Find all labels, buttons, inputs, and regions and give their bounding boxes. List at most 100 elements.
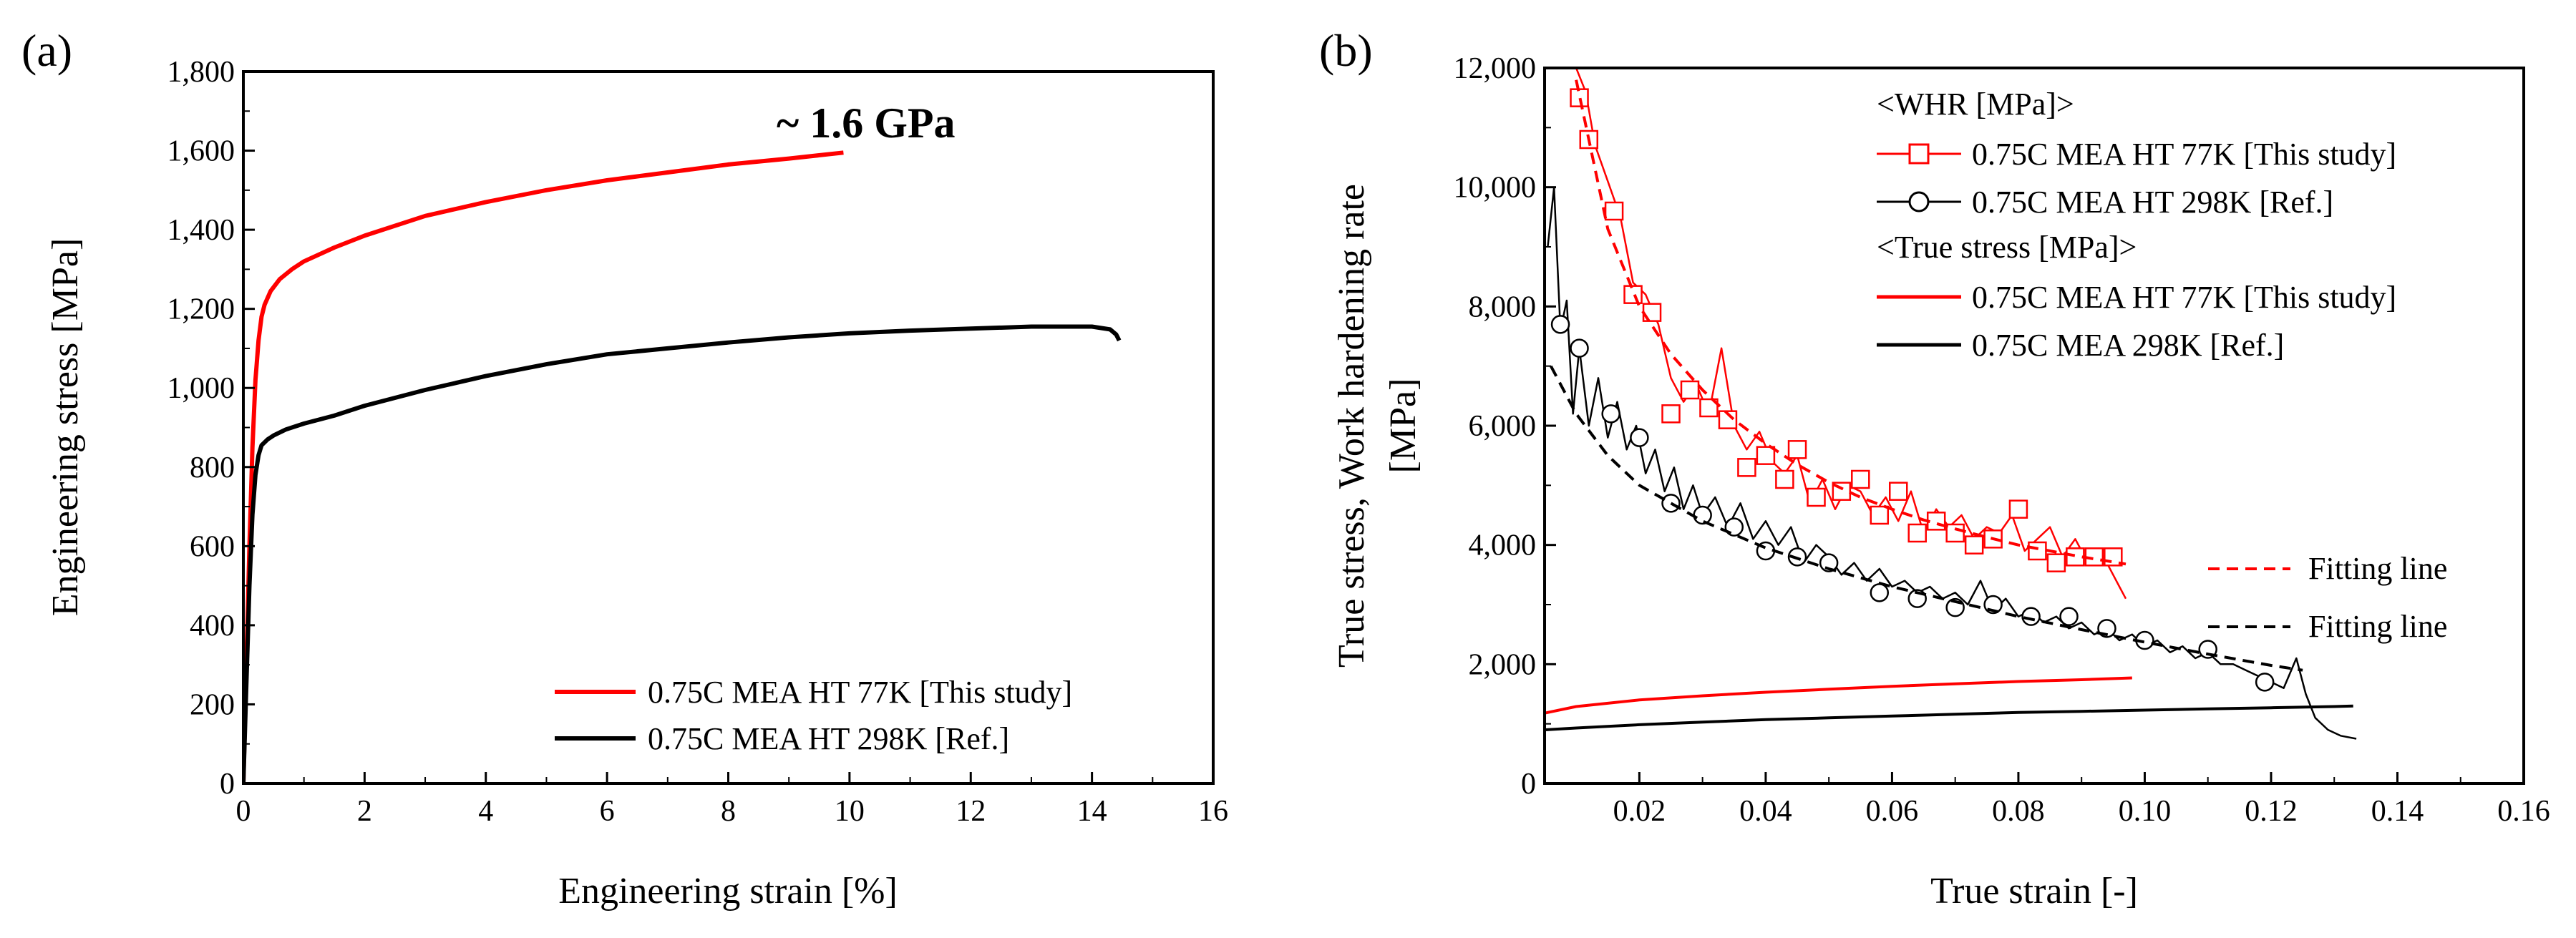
data-marker-square <box>2066 547 2085 567</box>
data-marker-circle <box>1819 553 1839 572</box>
data-marker-square <box>1680 380 1700 400</box>
panel-b-y-axis-title-line1: True stress, Work hardening rate <box>1331 184 1372 668</box>
data-marker-circle <box>2255 673 2275 692</box>
data-marker-square <box>2008 499 2028 519</box>
y-tick-label: 1,000 <box>167 372 235 405</box>
legend-b-stress-header: <True stress [MPa]> <box>1877 230 2137 265</box>
data-marker-square <box>1604 201 1624 221</box>
y-tick-label: 1,400 <box>167 214 235 247</box>
legend-b-whr-77k-label: 0.75C MEA HT 77K [This study] <box>1972 137 2396 172</box>
y-tick-label: 4,000 <box>1469 529 1537 562</box>
panel-b-x-axis-title: True strain [-] <box>1930 871 2138 912</box>
panel-b-x-ticks: 0.02 0.04 0.06 0.08 0.10 0.12 0.14 0.16 <box>1613 772 2550 828</box>
data-marker-square <box>1964 535 1984 555</box>
series-line-2 <box>1545 676 2132 715</box>
y-tick-label: 10,000 <box>1454 172 1537 205</box>
panel-a-y-axis-title: Engineering stress [MPa] <box>45 238 86 617</box>
y-tick-label: 8,000 <box>1469 290 1537 323</box>
panel-b-label: (b) <box>1319 25 1373 76</box>
y-tick-label: 0 <box>1521 768 1536 801</box>
legend-b-fit-77k-label: Fitting line <box>2308 551 2447 586</box>
x-tick-label: 0.16 <box>2497 795 2550 828</box>
x-tick-label: 0.02 <box>1613 795 1666 828</box>
data-marker-square <box>1756 446 1776 465</box>
y-tick-label: 1,200 <box>167 293 235 326</box>
data-marker-square <box>1570 88 1589 107</box>
data-marker-circle <box>1693 505 1712 525</box>
data-marker-circle <box>1661 494 1681 513</box>
data-marker-square <box>2028 541 2047 561</box>
data-marker-square <box>1807 487 1826 507</box>
x-tick-label: 14 <box>1077 795 1107 828</box>
x-tick-label: 0.04 <box>1739 795 1792 828</box>
panel-b-y-axis-title-line2: [MPa] <box>1383 378 1424 474</box>
series-line-3 <box>1545 704 2353 731</box>
legend-b-whr-header: <WHR [MPa]> <box>1877 87 2074 122</box>
legend-a-77k-label: 0.75C MEA HT 77K [This study] <box>648 675 1072 710</box>
peak-stress-annotation: ~ 1.6 GPa <box>777 99 956 147</box>
data-marker-circle <box>1870 583 1890 602</box>
data-marker-circle <box>2059 607 2079 626</box>
data-marker-circle <box>1570 338 1589 358</box>
x-tick-label: 4 <box>478 795 493 828</box>
data-marker-square <box>1775 469 1794 489</box>
data-marker-square <box>1661 404 1681 424</box>
legend-b-whr-77k-swatch-marker <box>1908 143 1930 165</box>
legend-b-stress-77k-label: 0.75C MEA HT 77K [This study] <box>1972 280 2396 315</box>
y-tick-label: 200 <box>190 688 235 721</box>
x-tick-label: 6 <box>600 795 615 828</box>
data-marker-circle <box>1601 404 1620 424</box>
x-tick-label: 0.10 <box>2119 795 2172 828</box>
data-marker-square <box>1623 285 1643 304</box>
legend-b-stress-298k-label: 0.75C MEA 298K [Ref.] <box>1972 328 2284 363</box>
data-marker-square <box>1888 482 1908 501</box>
x-tick-label: 0 <box>236 795 251 828</box>
series-line-5 <box>1550 365 2303 672</box>
data-marker-square <box>1787 440 1807 459</box>
data-marker-circle <box>1550 315 1570 334</box>
x-tick-label: 0.06 <box>1866 795 1919 828</box>
panel-b-legend: <WHR [MPa]> 0.75C MEA HT 77K [This study… <box>1877 87 2447 644</box>
panel-a-plot-area <box>243 150 1122 783</box>
panel-a-x-ticks: 0 2 4 6 8 10 12 14 16 <box>236 772 1228 828</box>
data-marker-square <box>2046 553 2066 572</box>
panel-a-label: (a) <box>21 25 72 76</box>
x-tick-label: 8 <box>721 795 736 828</box>
y-tick-label: 1,800 <box>167 56 235 89</box>
series-line-0 <box>243 150 844 783</box>
series-group <box>243 150 1122 783</box>
legend-b-fit-298k-label: Fitting line <box>2308 609 2447 644</box>
x-tick-label: 12 <box>956 795 986 828</box>
x-tick-label: 10 <box>835 795 865 828</box>
panel-b-y-axis-title: True stress, Work hardening rate [MPa] <box>1331 184 1424 668</box>
data-marker-circle <box>1630 428 1649 447</box>
data-marker-square <box>1851 469 1870 489</box>
x-tick-label: 0.12 <box>2245 795 2298 828</box>
panel-b: (b) 0.02 0.04 0.06 0.08 0.10 0.12 0.14 0.16 0 2,… <box>1319 25 2550 912</box>
panel-a: (a) 0 2 4 6 8 10 12 14 16 0 200 400 600 800 1,000 1,20… <box>21 25 1228 912</box>
panel-b-y-ticks: 0 2,000 4,000 6,000 8,000 10,000 12,000 <box>1454 52 1556 801</box>
y-tick-label: 600 <box>190 530 235 563</box>
panel-a-y-ticks: 0 200 400 600 800 1,000 1,200 1,400 1,600 1,800 <box>167 56 255 801</box>
panel-a-x-axis-title: Engineering strain [%] <box>558 871 898 912</box>
y-tick-label: 800 <box>190 451 235 484</box>
legend-a-298k-label: 0.75C MEA HT 298K [Ref.] <box>648 721 1009 756</box>
y-tick-label: 12,000 <box>1454 52 1537 85</box>
x-tick-label: 0.08 <box>1992 795 2045 828</box>
data-marker-square <box>1907 523 1927 543</box>
x-tick-label: 2 <box>357 795 372 828</box>
legend-b-whr-298k-label: 0.75C MEA HT 298K [Ref.] <box>1972 185 2333 220</box>
panel-b-frame <box>1543 67 2525 785</box>
y-tick-label: 1,600 <box>167 135 235 168</box>
data-marker-circle <box>2021 607 2041 626</box>
data-marker-square <box>1926 512 1946 531</box>
y-tick-label: 0 <box>220 768 235 801</box>
x-tick-label: 0.14 <box>2371 795 2424 828</box>
data-marker-square <box>1737 458 1756 477</box>
panel-a-legend: 0.75C MEA HT 77K [This study] 0.75C MEA … <box>555 675 1072 756</box>
x-tick-label: 16 <box>1198 795 1228 828</box>
series-line-1 <box>1547 186 2357 740</box>
data-marker-square <box>1945 523 1965 543</box>
data-marker-square <box>1870 505 1890 525</box>
